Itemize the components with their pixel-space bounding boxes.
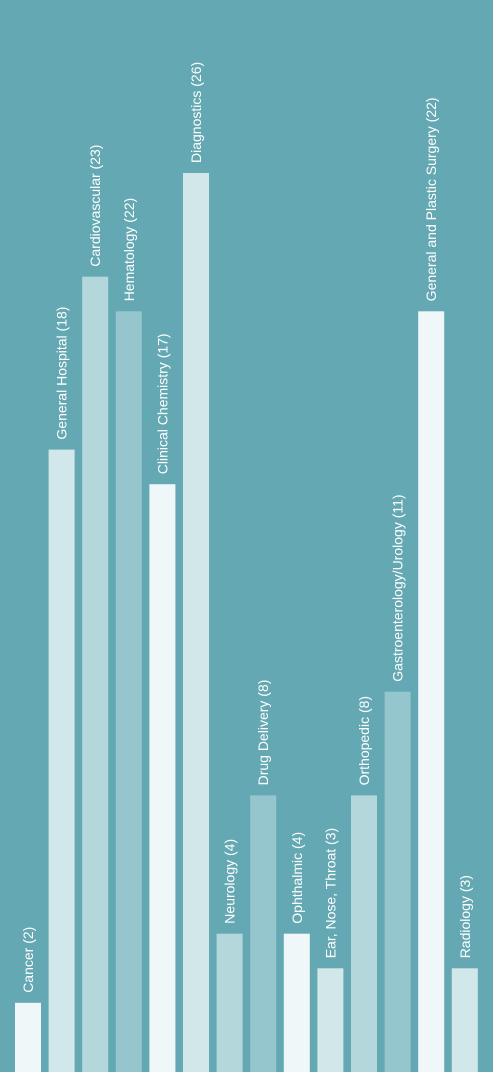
bar-label-8: Drug Delivery (8) <box>255 680 271 786</box>
bar-label-10: Ear, Nose, Throat (3) <box>322 828 338 958</box>
bar-7 <box>216 933 243 1072</box>
bar-label-1: Cancer (2) <box>20 927 36 993</box>
bar-label-9: Ophthalmic (4) <box>289 832 305 924</box>
bar-label-11: Orthopedic (8) <box>356 696 372 785</box>
bar-label-6: Diagnostics (26) <box>188 62 204 163</box>
bar-5 <box>149 484 176 1072</box>
bar-12 <box>384 691 411 1072</box>
bars-group <box>15 173 478 1072</box>
bar-11 <box>351 795 377 1072</box>
bar-14 <box>451 968 478 1072</box>
bar-3 <box>82 276 109 1072</box>
bar-1 <box>15 1002 41 1072</box>
bar-6 <box>183 173 209 1072</box>
bar-label-7: Neurology (4) <box>222 839 238 924</box>
bar-9 <box>283 933 310 1072</box>
bar-label-3: Cardiovascular (23) <box>87 145 103 267</box>
bar-label-14: Radiology (3) <box>457 875 473 958</box>
bar-label-2: General Hospital (18) <box>54 307 70 440</box>
bar-4 <box>115 311 142 1072</box>
bar-10 <box>317 968 344 1072</box>
bar-label-13: General and Plastic Surgery (22) <box>423 97 439 301</box>
bar-8 <box>250 795 277 1072</box>
bar-label-12: Gastroenterology/Urology (11) <box>390 494 406 681</box>
labels-group: Cancer (2) General Hospital (18) Cardiovas… <box>20 62 473 993</box>
bar-label-5: Clinical Chemistry (17) <box>154 333 170 474</box>
bar-label-4: Hematology (22) <box>121 198 137 302</box>
bar-2 <box>48 449 75 1072</box>
bar-13 <box>418 311 445 1072</box>
